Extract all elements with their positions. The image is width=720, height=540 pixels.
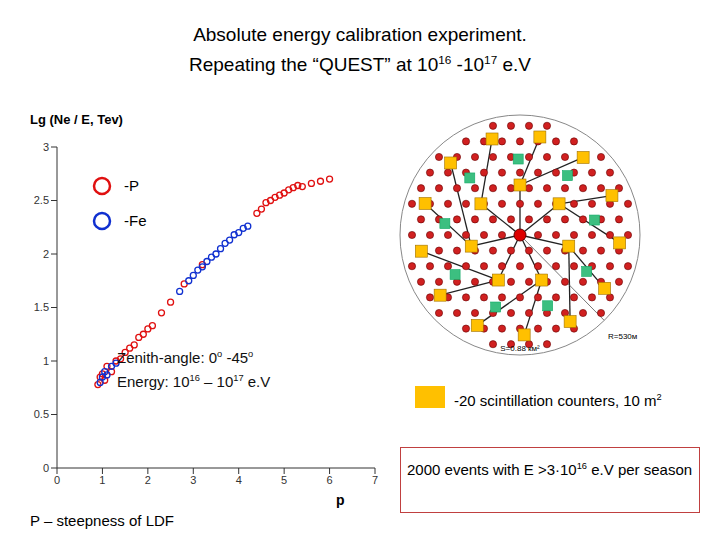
svg-text:1: 1 [43, 355, 49, 367]
html-text:16-10: 16-10 [438, 53, 485, 76]
svg-text:7: 7 [372, 474, 378, 486]
svg-text:0: 0 [43, 462, 49, 474]
html-text:Zenith-angle: 0o-45o: Zenith-angle: 0o-45o [117, 349, 254, 366]
svg-text:0: 0 [54, 474, 60, 486]
html-text:Lg (Ne / E, Tev): Lg (Ne / E, Tev) [30, 112, 123, 127]
html-text:p: p [336, 492, 345, 508]
html-text:Repeating the “QUEST” at 10: Repeating the “QUEST” at 10 [189, 54, 439, 76]
svg-text:3: 3 [43, 141, 49, 153]
html-text:-20 scintillation counters, 10: -20 scintillation counters, 10 m2 [454, 392, 662, 409]
html-text:P – steepness of LDF: P – steepness of LDF [30, 512, 174, 529]
svg-text:6: 6 [327, 474, 333, 486]
svg-text:5: 5 [281, 474, 287, 486]
html-text:16– 10: 16– 10 [189, 373, 234, 390]
html-text:Absolute energy calibration ex: Absolute energy calibration experiment. [193, 24, 527, 45]
svg-text:1.5: 1.5 [34, 301, 49, 313]
html-text:-P: -P [124, 177, 139, 194]
svg-text:4: 4 [236, 474, 242, 486]
html-text:Energy: 10: Energy: 10 [117, 373, 190, 390]
svg-text:2: 2 [145, 474, 151, 486]
html-text:2000 events with E >3·10: 2000 events with E >3·10 [407, 461, 577, 478]
svg-text:R=530м: R=530м [608, 332, 637, 341]
svg-text:2.5: 2.5 [34, 194, 49, 206]
svg-text:3: 3 [190, 474, 196, 486]
html-text:17e.V: 17e.V [233, 373, 271, 390]
svg-text:S=0.88 км²: S=0.88 км² [500, 344, 540, 353]
svg-text:0.5: 0.5 [34, 408, 49, 420]
svg-text:1: 1 [99, 474, 105, 486]
html-text:17e.V: 17e.V [484, 53, 531, 76]
html-text:16e.V per season: 16e.V per season [576, 461, 693, 478]
html-text:-Fe: -Fe [124, 212, 147, 229]
svg-text:2: 2 [43, 248, 49, 260]
